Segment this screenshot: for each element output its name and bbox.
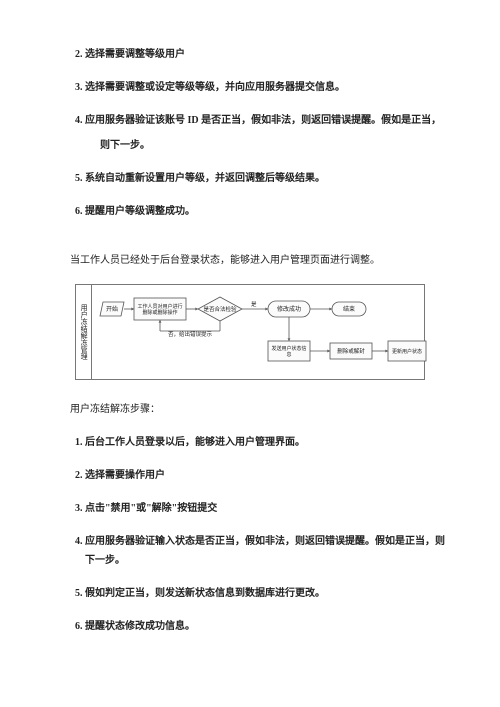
flowchart-sidebar: 用户冻结解冻管理 (76, 285, 92, 379)
flowchart-body: 开始 工作人员对用户进行删除或删除操作 是否合法检验 是修改成功 结束否，给出错误提示发… (92, 285, 436, 379)
section-title: 用户冻结解冻步骤： (55, 400, 445, 419)
intro-paragraph: 当工作人员已经处于后台登录状态，能够进入用户管理页面进行调整。 (55, 251, 445, 270)
svg-text:更新用户状态: 更新用户状态 (392, 348, 422, 355)
steps-list-1: 选择需要调整等级用户选择需要调整或设定等级等级，并向应用服务器提交信息。应用服务… (55, 45, 445, 221)
svg-text:否，给出错误提示: 否，给出错误提示 (168, 330, 213, 338)
svg-text:删除或解封: 删除或解封 (337, 347, 365, 355)
svg-text:开始: 开始 (106, 305, 118, 313)
step-item: 应用服务器验证该账号 ID 是否正当，假如非法，则返回错误提醒。假如是正当， (85, 111, 445, 130)
step-item: 选择需要调整等级用户 (85, 45, 445, 64)
step-item: 应用服务器验证输入状态是否正当，假如非法，则返回错误提醒。假如是正当，则下一步。 (85, 532, 445, 570)
svg-text:修改成功: 修改成功 (277, 305, 301, 313)
step-item: 假如判定正当，则发送新状态信息到数据库进行更改。 (85, 584, 445, 603)
svg-text:工作人员对用户进行: 工作人员对用户进行 (137, 303, 182, 310)
steps-list-2: 后台工作人员登录以后，能够进入用户管理界面。选择需要操作用户点击"禁用"或"解除… (55, 433, 445, 636)
flowchart-container: 用户冻结解冻管理 开始 工作人员对用户进行删除或删除操作 是否合法检验 是修改成功 结束… (75, 284, 425, 380)
step-item: 点击"禁用"或"解除"按钮提交 (85, 499, 445, 518)
step-item: 选择需要操作用户 (85, 466, 445, 485)
step-continuation: 则下一步。 (85, 136, 445, 155)
step-item: 提醒状态修改成功信息。 (85, 617, 445, 636)
step-item: 提醒用户等级调整成功。 (85, 202, 445, 221)
svg-text:是: 是 (251, 301, 257, 308)
svg-text:息: 息 (286, 351, 291, 358)
step-item: 选择需要调整或设定等级等级，并向应用服务器提交信息。 (85, 78, 445, 97)
svg-text:结束: 结束 (343, 305, 355, 313)
step-item: 系统自动重新设置用户等级，并返回调整后等级结果。 (85, 169, 445, 188)
svg-text:是否合法检验: 是否合法检验 (203, 305, 237, 313)
step-item: 后台工作人员登录以后，能够进入用户管理界面。 (85, 433, 445, 452)
svg-text:删除或删除操作: 删除或删除操作 (142, 309, 177, 316)
svg-text:发送用户状态信: 发送用户状态信 (271, 345, 306, 352)
